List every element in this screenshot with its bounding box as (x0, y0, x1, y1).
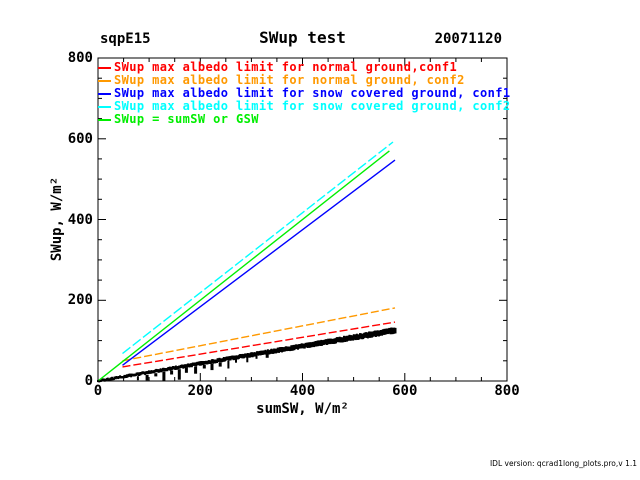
date-label: 20071120 (434, 31, 502, 47)
series-line-3 (122, 141, 394, 355)
scatter-spike (210, 363, 214, 371)
scatter-point (125, 375, 128, 378)
series-line-1 (122, 307, 396, 362)
legend-item-cyan: SWup max albedo limit for snow covered g… (98, 100, 510, 113)
x-tick-label-600: 600 (392, 383, 418, 399)
page-title: SWup test (259, 28, 346, 47)
scatter-spike (154, 373, 158, 377)
legend-line-sample-green (98, 118, 111, 121)
footer-left: Fri Feb 8 01:00:51 2008 Battelle Pacific… (7, 443, 265, 480)
legend-line-sample-cyan (98, 105, 111, 108)
scatter-point (174, 367, 177, 370)
x-tick-label-800: 800 (494, 383, 520, 399)
scatter-spike (170, 370, 174, 375)
legend-item-red: SWup max albedo limit for normal ground,… (98, 61, 510, 74)
x-tick-label-200: 200 (187, 383, 213, 399)
y-tick-label-800: 800 (67, 50, 93, 66)
scatter-spike (184, 368, 188, 373)
legend-line-sample-blue (98, 92, 111, 95)
y-tick-label-200: 200 (67, 292, 93, 309)
scatter-spike (235, 359, 237, 363)
scatter-spike (202, 364, 206, 369)
scatter-spike (136, 376, 139, 381)
legend-item-orange: SWup max albedo limit for normal ground,… (98, 74, 510, 87)
y-tick-label-0: 0 (84, 373, 93, 389)
legend-line-sample-red (98, 66, 111, 69)
scatter-point (138, 373, 141, 376)
legend-label: SWup max albedo limit for normal ground,… (114, 60, 458, 74)
chart-svg (97, 57, 508, 383)
series-line-0 (122, 321, 396, 368)
legend-label: SWup max albedo limit for snow covered g… (114, 99, 511, 113)
scatter-spike (145, 374, 149, 381)
scatter-point (130, 374, 133, 378)
legend-item-green: SWup = sumSW or GSW (98, 113, 510, 126)
scatter-point (106, 377, 109, 380)
legend-item-blue: SWup max albedo limit for snow covered g… (98, 87, 510, 100)
scatter-spike (246, 357, 249, 363)
footer-right: IDL version: qcrad1long_plots.pro,v 1.1 … (467, 441, 637, 480)
scatter-spike (265, 354, 269, 358)
x-tick-label-400: 400 (289, 383, 316, 399)
x-tick-label-0: 0 (93, 383, 103, 399)
scatter-spike (218, 362, 222, 367)
scatter-spike (177, 369, 181, 380)
scatter-spike (162, 371, 166, 381)
y-axis-title: SWup, W/m² (49, 176, 65, 262)
legend-label: SWup max albedo limit for snow covered g… (114, 86, 511, 100)
scatter-point (113, 377, 115, 380)
scatter-spike (194, 366, 198, 374)
scatter-point (110, 378, 113, 381)
series-line-4 (97, 150, 390, 382)
legend-line-sample-orange (98, 79, 111, 82)
y-tick-label-400: 400 (67, 211, 93, 228)
legend-label: SWup = sumSW or GSW (114, 112, 259, 126)
scatter-point (394, 327, 397, 334)
idl-version-label: IDL version: qcrad1long_plots.pro,v 1.1 (489, 459, 637, 469)
site-label: sqpE15 (100, 31, 151, 47)
legend-label: SWup max albedo limit for normal ground,… (114, 73, 465, 87)
legend: SWup max albedo limit for normal ground,… (98, 61, 510, 126)
x-axis-title: sumSW, W/m² (256, 401, 349, 417)
y-tick-label-600: 600 (67, 130, 93, 147)
series-line-2 (122, 159, 396, 366)
scatter-spike (227, 360, 230, 369)
scatter-spike (255, 356, 258, 359)
